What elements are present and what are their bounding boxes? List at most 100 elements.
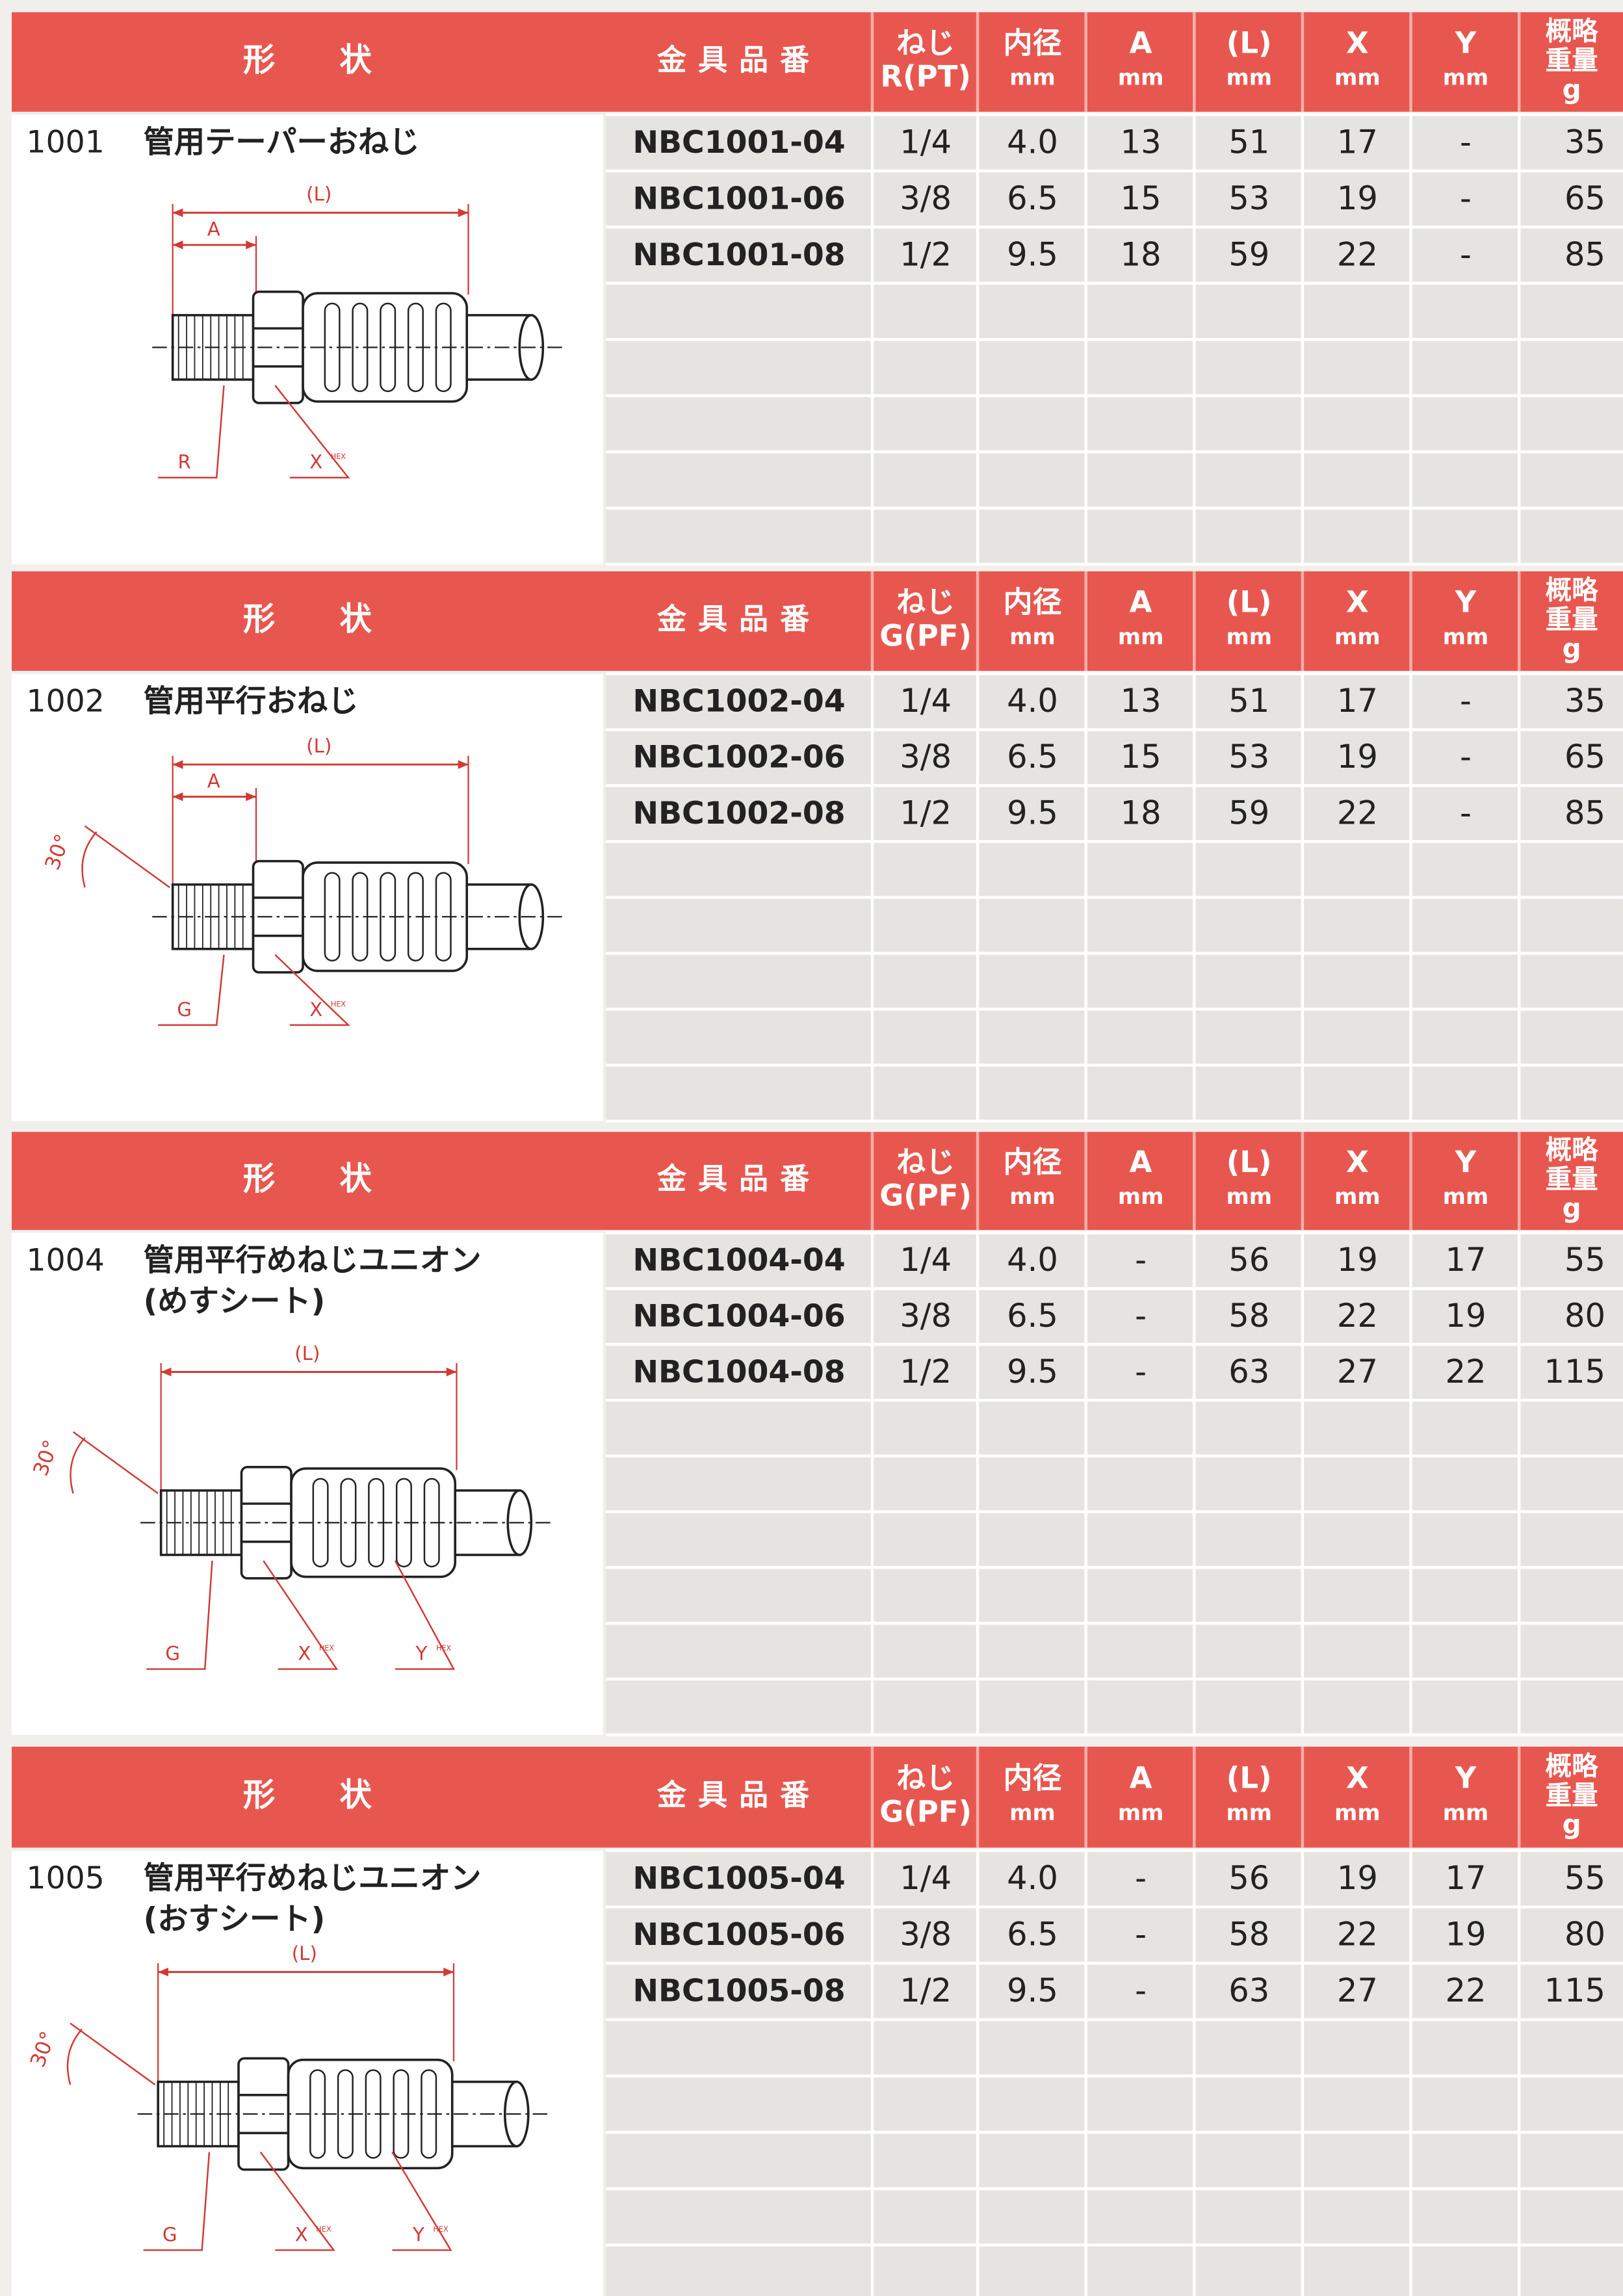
header-shape: 形 状 — [243, 600, 372, 638]
cell-value: - — [1135, 1972, 1147, 2009]
cell-value: 27 — [1337, 1353, 1378, 1390]
column-header: mm — [1118, 65, 1163, 90]
arrow — [172, 241, 257, 250]
cell-value: 6.5 — [1007, 738, 1058, 776]
header-bar — [12, 1746, 1623, 1848]
cell-value: 59 — [1228, 235, 1269, 273]
cell-value: 13 — [1121, 682, 1162, 720]
column-header: mm — [1227, 624, 1272, 649]
column-header: mm — [1334, 65, 1380, 90]
cell-value: 19 — [1445, 1297, 1486, 1335]
header-shape: 形 状 — [243, 1776, 372, 1814]
cell-value: 9.5 — [1007, 1353, 1058, 1390]
cell-value: 19 — [1337, 1859, 1378, 1897]
header-bar — [12, 12, 1623, 112]
column-header: 重量 — [1546, 603, 1598, 634]
cell-value: 22 — [1445, 1972, 1486, 2009]
column-header: A — [1130, 1145, 1152, 1179]
cell-value: 4.0 — [1007, 1241, 1058, 1279]
cell-value: 56 — [1228, 1859, 1269, 1897]
column-header: mm — [1334, 624, 1380, 649]
cell-value: 3/8 — [900, 738, 952, 776]
column-header: mm — [1009, 65, 1055, 90]
cell-value: - — [1135, 1241, 1147, 1279]
cell-value: 4.0 — [1007, 123, 1058, 161]
dim-label: (L) — [306, 183, 331, 205]
item-name: 管用平行めねじユニオン — [144, 1243, 482, 1279]
cell-value: 3/8 — [900, 1297, 952, 1335]
cell-value: - — [1460, 682, 1472, 720]
cell-value: - — [1135, 1297, 1147, 1335]
cell-value: 63 — [1228, 1972, 1269, 2009]
column-header: Y — [1455, 1145, 1477, 1179]
part-number: NBC1002-08 — [632, 796, 845, 831]
column-header: Y — [1455, 1761, 1477, 1795]
hex-y-label: Y — [412, 2223, 424, 2245]
column-header: (L) — [1227, 1145, 1272, 1179]
angle-arc — [66, 2022, 156, 2086]
leader-line — [391, 2151, 452, 2251]
leader-line — [146, 1560, 213, 1670]
part-number: NBC1001-06 — [632, 181, 845, 216]
cell-value: 22 — [1445, 1353, 1486, 1390]
hex-note: HEX — [316, 2225, 331, 2234]
angle-arc — [81, 825, 170, 889]
hex-x-label: X — [295, 2223, 308, 2245]
cell-value: 6.5 — [1007, 1297, 1058, 1335]
leader-line — [394, 1560, 456, 1670]
leader-line — [158, 385, 225, 479]
column-header: mm — [1443, 65, 1488, 90]
cell-value: 17 — [1445, 1241, 1486, 1279]
fitting-drawing — [152, 859, 565, 974]
leader-line — [263, 1560, 339, 1670]
column-header: Y — [1455, 585, 1477, 620]
column-header: (L) — [1227, 585, 1272, 620]
part-number: NBC1005-04 — [632, 1860, 845, 1896]
cell-value: 9.5 — [1007, 794, 1058, 831]
column-header: 金具品番 — [657, 601, 821, 636]
item-code: 1005 — [27, 1860, 105, 1896]
part-number: NBC1001-08 — [632, 237, 845, 273]
hex-x-label: X — [309, 451, 322, 473]
cell-value: 13 — [1121, 123, 1162, 161]
cell-value: 35 — [1565, 682, 1605, 720]
cell-value: 63 — [1228, 1353, 1269, 1390]
item-name: (めすシート) — [144, 1284, 326, 1320]
column-header: R(PT) — [880, 59, 971, 94]
cell-value: 55 — [1565, 1859, 1605, 1897]
cell-value: 1/4 — [900, 682, 952, 720]
cell-value: 56 — [1228, 1241, 1269, 1279]
column-header: mm — [1334, 1184, 1380, 1209]
dim-label: (L) — [294, 1342, 320, 1364]
column-header: A — [1130, 585, 1152, 620]
column-header: A — [1130, 1761, 1152, 1795]
column-header: mm — [1118, 624, 1163, 649]
cell-value: - — [1460, 235, 1472, 273]
cell-value: 22 — [1337, 794, 1378, 831]
table-body — [606, 1233, 1623, 1735]
column-header: 金具品番 — [657, 1778, 821, 1812]
hex-note: HEX — [331, 1000, 346, 1008]
cell-value: - — [1460, 123, 1472, 161]
column-header: mm — [1443, 1184, 1488, 1209]
column-header: X — [1346, 25, 1369, 60]
column-header: ねじ — [896, 1761, 955, 1795]
cell-value: 51 — [1228, 123, 1269, 161]
column-header: 概略 — [1546, 1134, 1600, 1166]
column-header: 概略 — [1546, 574, 1600, 605]
column-header: 重量 — [1546, 44, 1598, 75]
thread-label: G — [177, 998, 192, 1021]
leader-line — [274, 954, 350, 1026]
column-header: 金具品番 — [657, 1162, 821, 1196]
column-header: X — [1346, 1761, 1369, 1795]
column-header: A — [1130, 25, 1152, 60]
arrow — [172, 792, 257, 802]
hex-x-label: X — [298, 1643, 311, 1665]
fitting-drawing — [140, 1466, 554, 1580]
column-header: (L) — [1227, 25, 1272, 60]
column-header: G(PF) — [879, 1179, 972, 1213]
column-header: G(PF) — [879, 618, 972, 653]
header-shape: 形 状 — [243, 41, 372, 79]
column-header: 概略 — [1546, 1751, 1600, 1782]
cell-value: - — [1135, 1859, 1147, 1897]
